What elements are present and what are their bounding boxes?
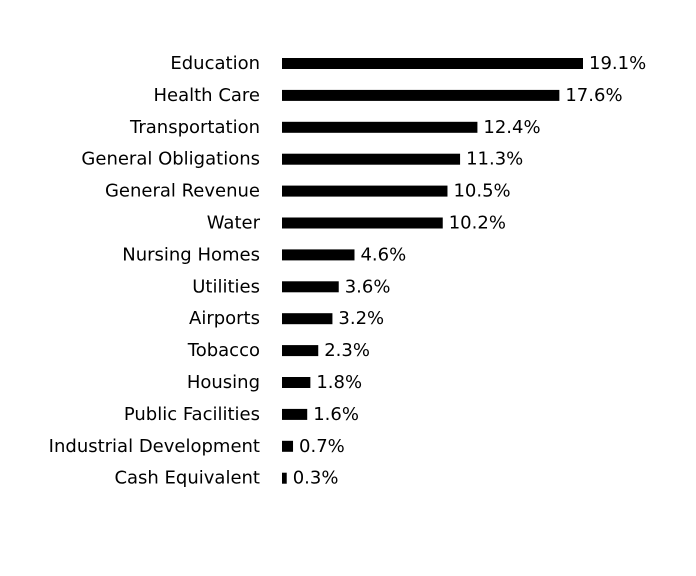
category-label: Nursing Homes [122, 244, 260, 265]
value-label: 0.7% [299, 436, 345, 457]
bar [282, 408, 308, 420]
category-label: Housing [187, 372, 260, 393]
category-label: General Obligations [81, 149, 260, 170]
bar [282, 153, 461, 165]
category-label: Utilities [192, 276, 260, 297]
value-label: 19.1% [589, 53, 646, 74]
bar [282, 89, 560, 101]
bar [282, 281, 339, 293]
bar [282, 440, 294, 452]
category-label: Cash Equivalent [114, 468, 260, 489]
category-label: Airports [189, 308, 260, 329]
category-label: Education [170, 53, 260, 74]
category-label: Tobacco [187, 340, 260, 361]
bar [282, 58, 583, 69]
value-label: 1.8% [316, 372, 362, 393]
plot-area: Education 19.1% Health Care 17.6% Transporta… [49, 53, 647, 489]
bar [282, 249, 355, 261]
value-label: 12.4% [483, 117, 540, 138]
bar [282, 345, 319, 357]
category-label: Health Care [153, 85, 260, 106]
category-label: Public Facilities [124, 404, 260, 425]
value-label: 0.3% [293, 468, 339, 489]
category-label: Water [207, 213, 261, 234]
category-label: Industrial Development [49, 436, 260, 457]
bar [282, 185, 448, 197]
value-label: 17.6% [565, 85, 622, 106]
bar [282, 313, 333, 325]
value-label: 10.2% [449, 213, 506, 234]
value-label: 3.6% [345, 276, 391, 297]
category-label: Transportation [129, 117, 260, 138]
value-label: 3.2% [338, 308, 384, 329]
bar [282, 217, 443, 229]
category-label: General Revenue [105, 181, 260, 202]
value-label: 2.3% [324, 340, 370, 361]
bar [282, 472, 287, 484]
value-label: 1.6% [313, 404, 359, 425]
bar [282, 121, 478, 133]
value-label: 11.3% [466, 149, 523, 170]
value-label: 10.5% [453, 181, 510, 202]
value-label: 4.6% [360, 244, 406, 265]
bar [282, 377, 311, 388]
